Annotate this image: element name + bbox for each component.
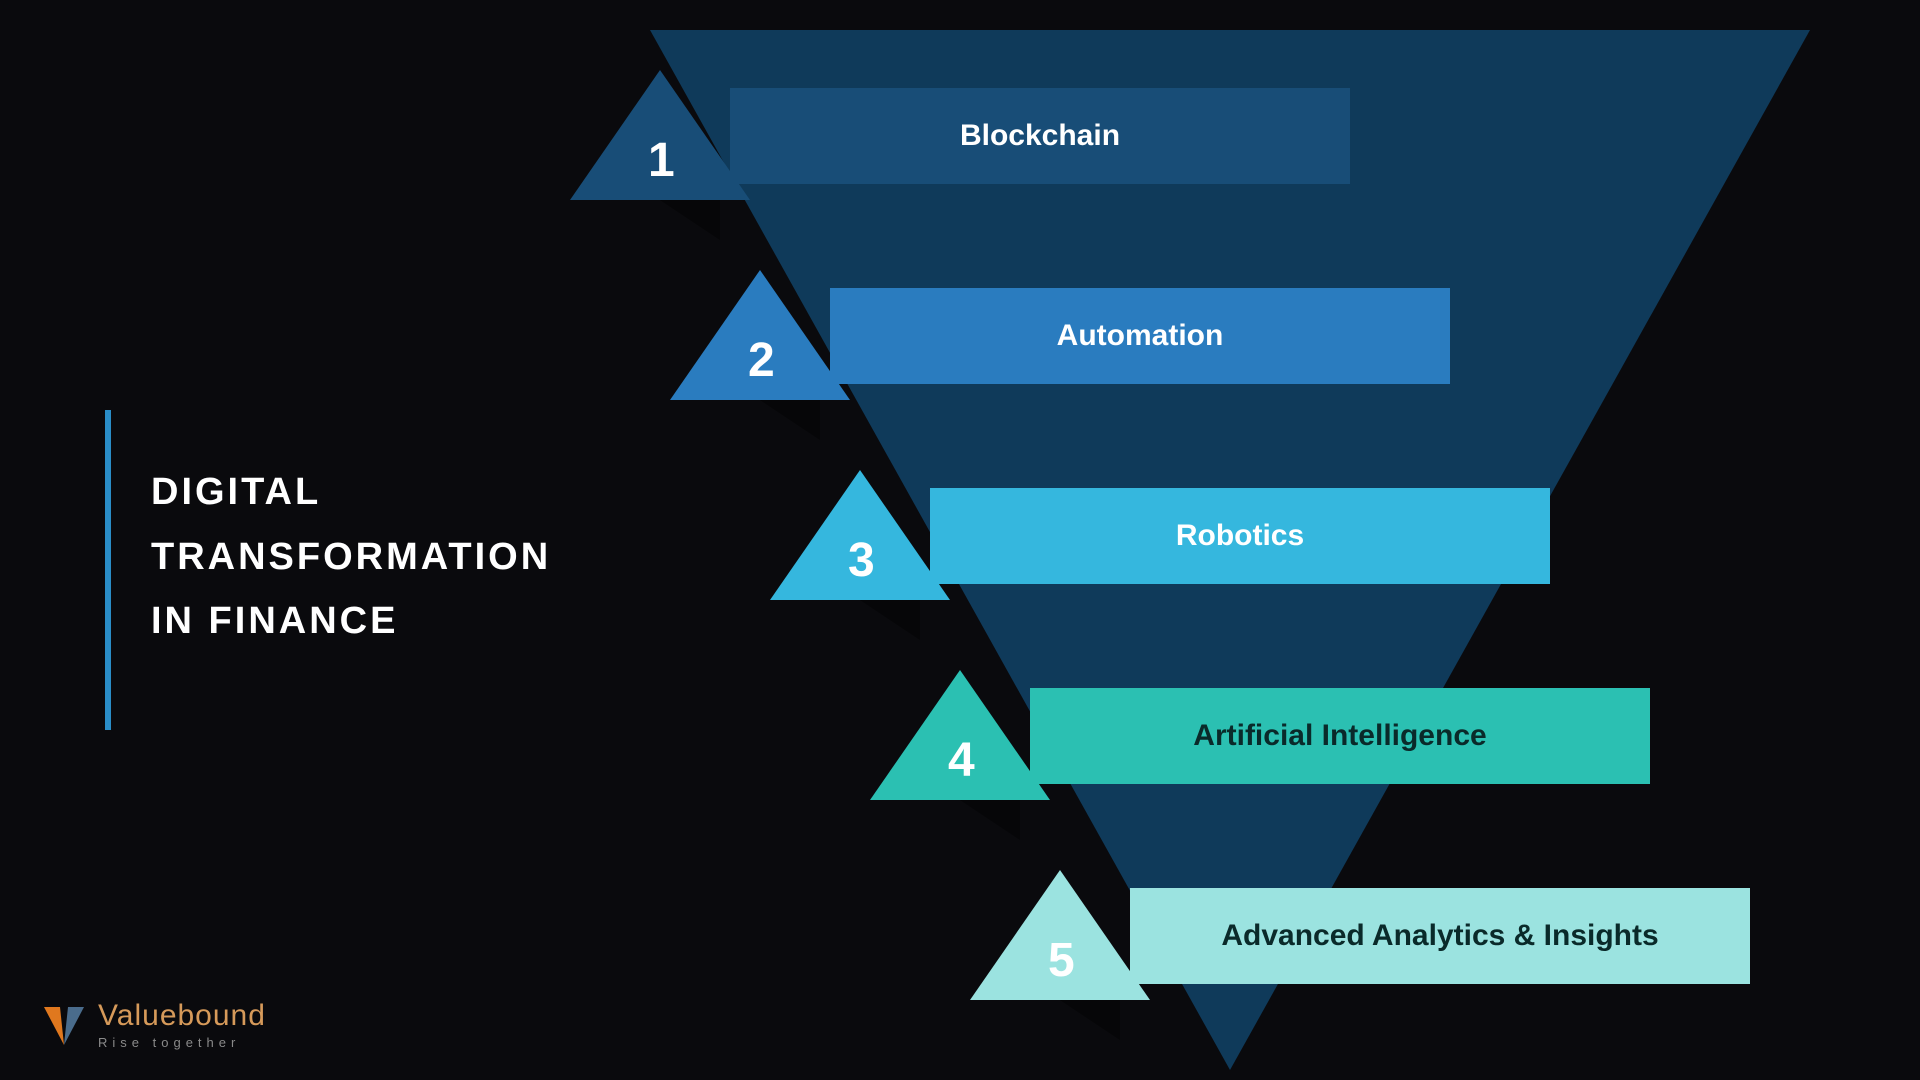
slide-title: DIGITAL TRANSFORMATION IN FINANCE bbox=[151, 460, 551, 654]
logo-name: Valuebound bbox=[98, 999, 266, 1033]
row-bar: Automation bbox=[830, 288, 1450, 384]
title-line-2: TRANSFORMATION bbox=[151, 525, 551, 590]
row-label: Advanced Analytics & Insights bbox=[1201, 918, 1678, 954]
row-number: 4 bbox=[948, 733, 972, 788]
funnel-infographic: 1 Blockchain 2 Automation 3 Robotics 4 Artifici… bbox=[570, 30, 1890, 1070]
row-number: 2 bbox=[748, 333, 772, 388]
row-number: 3 bbox=[848, 533, 872, 588]
row-label: Artificial Intelligence bbox=[1173, 718, 1506, 754]
logo-mark-icon bbox=[40, 1001, 88, 1049]
row-label: Automation bbox=[1037, 318, 1244, 354]
logo-text: Valuebound Rise together bbox=[98, 999, 266, 1050]
row-shadow bbox=[860, 600, 920, 640]
title-line-3: IN FINANCE bbox=[151, 589, 551, 654]
row-shadow bbox=[760, 400, 820, 440]
row-label: Blockchain bbox=[940, 118, 1140, 154]
logo-tagline: Rise together bbox=[98, 1035, 266, 1050]
title-block: DIGITAL TRANSFORMATION IN FINANCE bbox=[105, 400, 551, 730]
title-line-1: DIGITAL bbox=[151, 460, 551, 525]
row-shadow bbox=[660, 200, 720, 240]
row-bar: Artificial Intelligence bbox=[1030, 688, 1650, 784]
row-label: Robotics bbox=[1156, 518, 1324, 554]
row-number: 1 bbox=[648, 133, 672, 188]
brand-logo: Valuebound Rise together bbox=[40, 999, 266, 1050]
row-bar: Advanced Analytics & Insights bbox=[1130, 888, 1750, 984]
row-bar: Robotics bbox=[930, 488, 1550, 584]
row-number: 5 bbox=[1048, 933, 1072, 988]
row-shadow bbox=[960, 800, 1020, 840]
row-shadow bbox=[1060, 1000, 1120, 1040]
title-accent-bar bbox=[105, 410, 111, 730]
row-bar: Blockchain bbox=[730, 88, 1350, 184]
